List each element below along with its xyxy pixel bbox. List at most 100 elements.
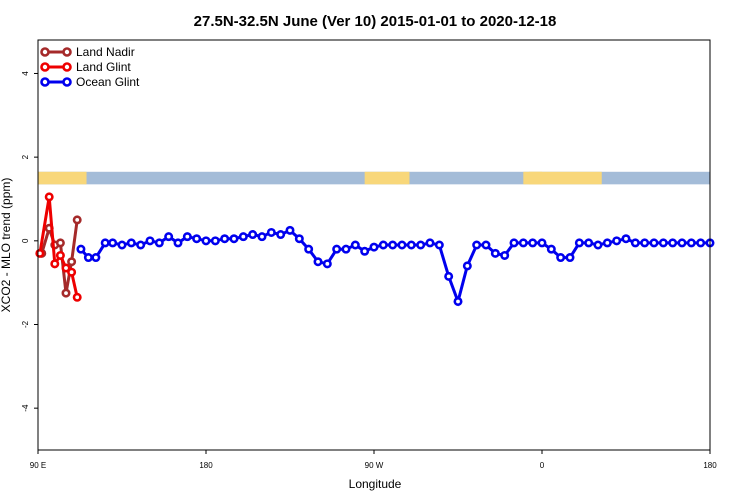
series-layer: [35, 192, 715, 307]
data-point: [696, 238, 706, 248]
data-point: [584, 238, 594, 248]
data-point: [67, 267, 77, 277]
legend-item: Ocean Glint: [40, 75, 140, 89]
data-point: [182, 232, 192, 242]
data-point: [238, 232, 248, 242]
x-axis-label: Longitude: [349, 477, 402, 491]
data-point: [518, 238, 528, 248]
x-tick-label: 90 W: [365, 461, 384, 470]
data-point: [154, 238, 164, 248]
y-tick-label: -4: [21, 404, 30, 412]
y-tick-label: 4: [21, 71, 30, 76]
data-point: [686, 238, 696, 248]
data-point: [565, 253, 575, 263]
data-point: [378, 240, 388, 250]
data-point: [369, 242, 379, 252]
data-point: [117, 240, 127, 250]
data-point: [55, 250, 65, 260]
map-land: [38, 171, 87, 185]
data-point: [434, 240, 444, 250]
data-point: [76, 244, 86, 254]
data-point: [397, 240, 407, 250]
map-land: [396, 171, 410, 185]
data-point: [201, 236, 211, 246]
y-axis: -4 -2 0 2 4: [21, 71, 38, 412]
legend-label: Land Glint: [76, 60, 131, 74]
y-tick-label: 0: [21, 238, 30, 243]
data-point: [100, 238, 110, 248]
data-point: [388, 240, 398, 250]
data-point: [83, 253, 93, 263]
data-point: [136, 240, 146, 250]
legend-swatch-marker: [40, 47, 50, 57]
data-point: [229, 234, 239, 244]
data-point: [546, 244, 556, 254]
data-point: [276, 230, 286, 240]
data-point: [621, 234, 631, 244]
data-point: [481, 240, 491, 250]
data-point: [108, 238, 118, 248]
data-point: [341, 244, 351, 254]
series-land-glint: [35, 192, 82, 302]
data-point: [91, 253, 101, 263]
data-point: [668, 238, 678, 248]
map-strip: [38, 171, 710, 185]
legend-item: Land Nadir: [40, 45, 135, 59]
legend-label: Land Nadir: [76, 45, 135, 59]
legend-item: Land Glint: [40, 60, 131, 74]
x-tick-label: 180: [703, 461, 717, 470]
data-point: [444, 271, 454, 281]
data-point: [602, 238, 612, 248]
data-point: [67, 257, 77, 267]
data-point: [332, 244, 342, 254]
data-point: [649, 238, 659, 248]
data-point: [61, 288, 71, 298]
data-point: [537, 238, 547, 248]
data-point: [44, 192, 54, 202]
x-tick-label: 0: [540, 461, 545, 470]
data-point: [658, 238, 668, 248]
data-point: [248, 230, 258, 240]
data-point: [360, 246, 370, 256]
data-point: [173, 238, 183, 248]
data-point: [630, 238, 640, 248]
data-point: [350, 240, 360, 250]
data-point: [285, 225, 295, 235]
data-point: [266, 227, 276, 237]
map-land: [523, 171, 542, 185]
data-point: [500, 250, 510, 260]
data-point: [406, 240, 416, 250]
data-point: [313, 257, 323, 267]
data-point: [472, 240, 482, 250]
data-point: [72, 292, 82, 302]
data-point: [192, 234, 202, 244]
data-point: [322, 259, 332, 269]
data-point: [126, 238, 136, 248]
data-point: [164, 232, 174, 242]
x-axis: 90 E 180 90 W 0 180: [30, 450, 717, 470]
legend-swatch-marker: [40, 77, 50, 87]
map-land: [364, 171, 399, 185]
y-axis-label: XCO2 - MLO trend (ppm): [0, 178, 13, 313]
data-point: [612, 236, 622, 246]
data-point: [425, 238, 435, 248]
data-point: [257, 232, 267, 242]
data-point: [210, 236, 220, 246]
legend-swatch-marker: [62, 47, 72, 57]
x-tick-label: 90 E: [30, 461, 46, 470]
data-point: [640, 238, 650, 248]
data-point: [490, 248, 500, 258]
data-point: [574, 238, 584, 248]
data-point: [55, 238, 65, 248]
data-point: [61, 263, 71, 273]
data-point: [145, 236, 155, 246]
legend-swatch-marker: [62, 62, 72, 72]
chart-title: 27.5N-32.5N June (Ver 10) 2015-01-01 to …: [194, 13, 557, 30]
data-point: [50, 259, 60, 269]
data-point: [677, 238, 687, 248]
data-point: [220, 234, 230, 244]
data-point: [453, 296, 463, 306]
data-point: [416, 240, 426, 250]
series-ocean-glint: [76, 225, 715, 307]
